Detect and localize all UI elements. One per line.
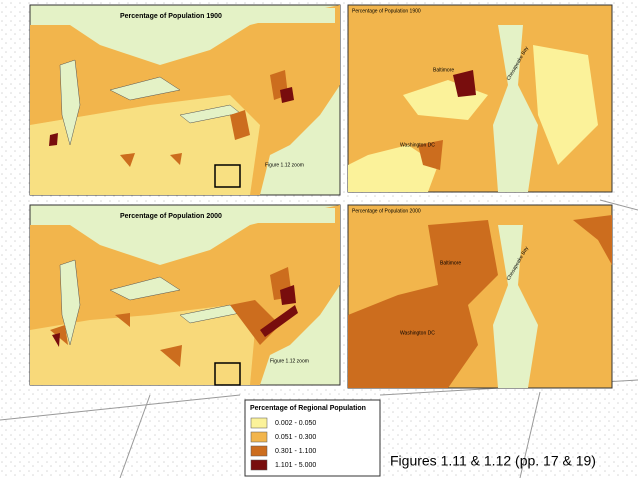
zoom-panel: Percentage of Population 2000 Baltimore … [347,204,613,389]
map-title: Percentage of Population 1900 [120,13,222,20]
map-panel: Percentage of Population 1900 Figure 1.1… [29,4,341,196]
map-panel: Percentage of Population 2000 Figure 1.1… [29,204,341,386]
bay [493,225,538,388]
city [453,70,476,97]
zoom-note: Figure 1.12 zoom [265,162,304,168]
map-title: Percentage of Population 2000 [120,213,222,220]
legend-label: 0.002 - 0.050 [275,420,316,427]
place-label: Washington DC [400,142,435,148]
low-area [348,45,598,192]
bay [493,25,538,192]
legend-swatch [250,417,268,429]
urban [120,70,288,167]
legend-swatch [250,431,268,443]
zoom-title: Percentage of Population 2000 [352,208,421,214]
legend-label: 0.301 - 1.100 [275,448,316,455]
legend-label: 0.051 - 0.300 [275,434,316,441]
zoom-note: Figure 1.12 zoom [270,358,309,364]
place-label: Baltimore [440,260,461,266]
legend-swatch [250,445,268,457]
zoom-box [214,164,241,188]
urban [348,215,612,388]
urban [418,140,443,170]
legend: Percentage of Regional Population 0.002 … [244,399,381,477]
land-light [30,305,255,385]
legend-label: 1.101 - 5.000 [275,462,316,469]
place-label: Baltimore [433,67,454,73]
caption: Figures 1.11 & 1.12 (pp. 17 & 19) [390,453,596,469]
legend-swatch [250,459,268,471]
zoom-panel: Percentage of Population 1900 Baltimore … [347,4,613,193]
legend-frame [244,399,381,477]
urban [50,267,292,367]
zoom-title: Percentage of Population 1900 [352,8,421,14]
place-label: Washington DC [400,330,435,336]
title-bg [35,8,335,23]
title-bg [35,208,335,223]
zoom-box [214,362,241,386]
legend-title: Percentage of Regional Population [250,405,366,412]
